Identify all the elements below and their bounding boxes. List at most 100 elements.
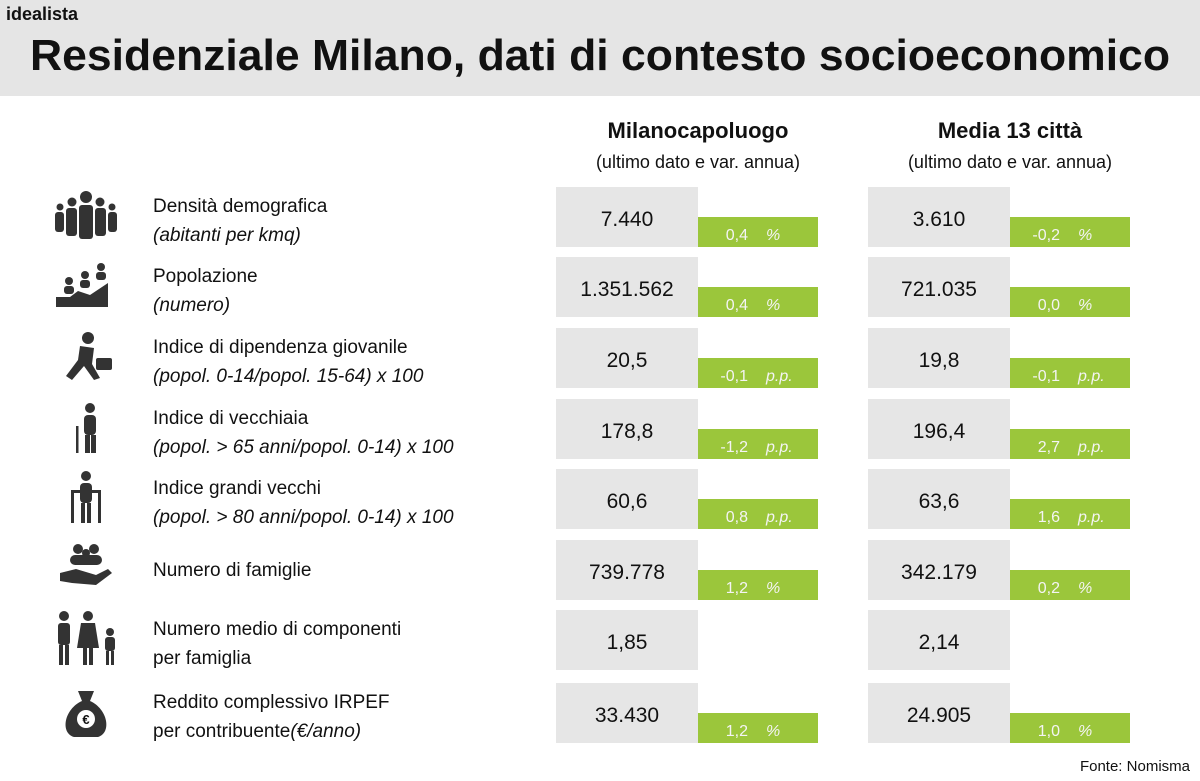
value: 3.610: [913, 208, 966, 231]
icon-population: [56, 263, 108, 307]
icon-walker: [71, 471, 101, 523]
change-box: [698, 217, 818, 247]
row-label-line2: per contribuente(€/anno): [153, 721, 361, 742]
change-unit: %: [1078, 580, 1092, 597]
row-label-line2: (popol. > 80 anni/popol. 0-14) x 100: [153, 507, 454, 528]
value: 1,85: [607, 631, 648, 654]
column-subtitle: (ultimo dato e var. annua): [596, 152, 800, 172]
value-box: [868, 399, 1010, 459]
row-label-line2: (numero): [153, 295, 230, 316]
icon-family: [58, 611, 115, 665]
value-box: [556, 399, 698, 459]
change-unit: %: [766, 723, 780, 740]
row-label-line2: per famiglia: [153, 648, 252, 669]
value-box: [556, 610, 698, 670]
column-title: Media 13 città: [938, 118, 1083, 143]
value: 7.440: [601, 208, 654, 231]
icon-family-hand: [60, 544, 112, 585]
change-unit: %: [766, 580, 780, 597]
value: 196,4: [913, 420, 966, 443]
change-box: [1010, 217, 1130, 247]
change: 0,2: [1038, 580, 1060, 597]
change-box: [698, 287, 818, 317]
change: -0,1: [1032, 368, 1060, 385]
value-box: [868, 469, 1010, 529]
change-box: [1010, 429, 1130, 459]
change: 0,4: [726, 297, 748, 314]
row-detail: (€/anno): [290, 721, 361, 742]
row-label-line2: (popol. 0-14/popol. 15-64) x 100: [153, 366, 424, 387]
row-label: Indice di dipendenza giovanile: [153, 337, 408, 358]
value-box: [868, 187, 1010, 247]
icons: €: [55, 191, 117, 737]
value-box: [868, 257, 1010, 317]
change-box: [698, 358, 818, 388]
change-box: [698, 499, 818, 529]
value: 63,6: [919, 490, 960, 513]
value-box: [556, 257, 698, 317]
change: 1,2: [726, 580, 748, 597]
change-unit: p.p.: [1077, 368, 1105, 385]
row-label: Indice di vecchiaia: [153, 408, 309, 429]
value: 178,8: [601, 420, 654, 443]
value-box: [556, 469, 698, 529]
change: -0,1: [720, 368, 748, 385]
change-box: [1010, 570, 1130, 600]
value: 1.351.562: [580, 278, 673, 301]
column-subtitle: (ultimo dato e var. annua): [908, 152, 1112, 172]
row-label: Popolazione: [153, 266, 258, 287]
value-box: [868, 610, 1010, 670]
change-unit: %: [1078, 227, 1092, 244]
row-detail: (numero): [153, 295, 230, 316]
header-band: [0, 0, 1200, 96]
change-box: [1010, 713, 1130, 743]
change-unit: p.p.: [1077, 509, 1105, 526]
row-detail: (popol. > 80 anni/popol. 0-14) x 100: [153, 507, 454, 528]
euro-sign: €: [82, 712, 89, 727]
value: 721.035: [901, 278, 977, 301]
change-unit: p.p.: [1077, 439, 1105, 456]
change-box: [1010, 499, 1130, 529]
row-detail: (abitanti per kmq): [153, 225, 301, 246]
change: 1,0: [1038, 723, 1060, 740]
value-box: [868, 540, 1010, 600]
row-label: Densità demografica: [153, 196, 328, 217]
value: 60,6: [607, 490, 648, 513]
change-unit: %: [1078, 297, 1092, 314]
change-box: [698, 570, 818, 600]
row-label-cont: per famiglia: [153, 648, 252, 669]
value-box: [556, 187, 698, 247]
icon-youth: [66, 332, 112, 380]
icon-money-bag: €: [65, 691, 107, 737]
row-detail: (popol. 0-14/popol. 15-64) x 100: [153, 366, 424, 387]
change: 2,7: [1038, 439, 1060, 456]
row-label: Numero di famiglie: [153, 560, 311, 581]
change-unit: %: [766, 227, 780, 244]
value: 739.778: [589, 561, 665, 584]
row-label-line2: (popol. > 65 anni/popol. 0-14) x 100: [153, 437, 454, 458]
value: 33.430: [595, 704, 659, 727]
row-label: Indice grandi vecchi: [153, 478, 321, 499]
change-box: [698, 429, 818, 459]
change-box: [698, 713, 818, 743]
title: Residenziale Milano, dati di contesto so…: [30, 31, 1170, 80]
value: 342.179: [901, 561, 977, 584]
icon-crowd: [55, 191, 117, 239]
change: 1,2: [726, 723, 748, 740]
change-unit: %: [1078, 723, 1092, 740]
value: 24.905: [907, 704, 971, 727]
value-box: [556, 683, 698, 743]
brand: idealista: [6, 4, 79, 24]
value: 20,5: [607, 349, 648, 372]
value-box: [556, 328, 698, 388]
value: 19,8: [919, 349, 960, 372]
change: 0,4: [726, 227, 748, 244]
icon-elderly: [76, 403, 96, 453]
change-box: [1010, 287, 1130, 317]
row-label-cont: per contribuente: [153, 721, 290, 742]
change: 0,0: [1038, 297, 1060, 314]
value-box: [868, 328, 1010, 388]
row-detail: (popol. > 65 anni/popol. 0-14) x 100: [153, 437, 454, 458]
column-title: Milanocapoluogo: [608, 118, 789, 143]
